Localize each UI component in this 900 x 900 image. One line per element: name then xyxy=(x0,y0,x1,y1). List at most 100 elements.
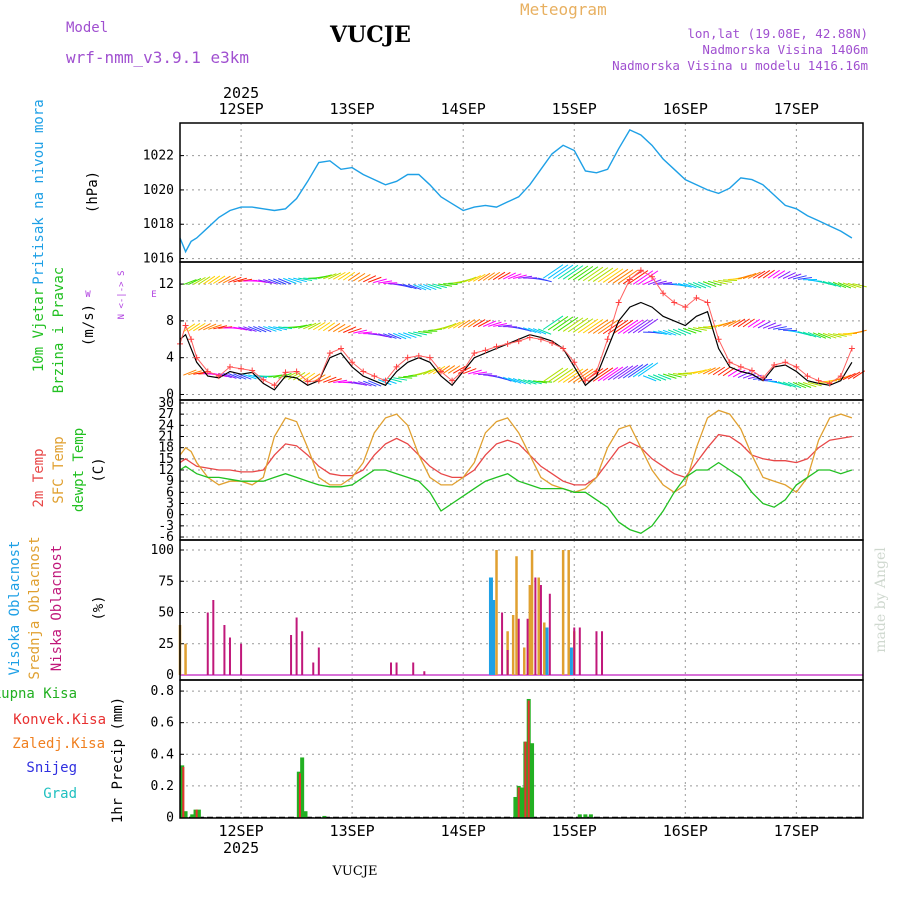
wind-gust-marker xyxy=(626,276,633,283)
low-cloud-bar xyxy=(390,662,393,675)
precip-axis-title: 1hr Precip (mm) xyxy=(110,697,126,823)
wind-gust-marker xyxy=(260,376,267,383)
wind-arrow xyxy=(722,320,737,327)
wind-gust-marker xyxy=(271,382,278,389)
wind-arrow xyxy=(487,271,501,281)
wind-arrow xyxy=(832,333,847,337)
wind-arrow xyxy=(467,275,481,283)
wind-arrow xyxy=(757,270,771,279)
wind-arrow xyxy=(393,332,407,340)
low-cloud-bar xyxy=(312,662,315,675)
wind-arrow xyxy=(328,378,342,383)
wind-arrow xyxy=(657,330,672,336)
wind-arrow xyxy=(398,376,413,379)
wind-arrow xyxy=(582,319,604,334)
wind-gust-marker xyxy=(582,377,589,384)
wind-arrow xyxy=(533,380,548,384)
wind-arrow xyxy=(193,322,206,332)
pressure-line xyxy=(179,129,853,254)
precip-legend-item: Snijeg xyxy=(26,760,77,776)
wind-gust-marker xyxy=(515,338,522,345)
mid-cloud-bar xyxy=(523,647,526,675)
wind-arrow xyxy=(278,372,292,379)
wind-arrow xyxy=(673,283,687,287)
wind-arrow xyxy=(567,368,589,383)
wind-arrow xyxy=(418,331,433,334)
wind-arrow xyxy=(467,318,481,328)
wind-arrow xyxy=(647,374,662,382)
low-cloud-bar xyxy=(240,643,243,675)
wind-gust-marker xyxy=(437,368,444,375)
wind-arrow xyxy=(463,368,477,375)
wind-arrow xyxy=(637,362,659,377)
wind-arrow xyxy=(248,326,262,333)
wind-arrow xyxy=(557,368,579,383)
wind-arrow xyxy=(223,276,237,284)
wind-gust-marker xyxy=(537,336,544,343)
wind-arrow xyxy=(747,271,761,279)
wind-arrow xyxy=(822,280,837,287)
wind-arrow xyxy=(403,332,417,339)
mid-cloud-bar xyxy=(528,585,532,675)
wind-arrow xyxy=(582,266,604,282)
conv-precip-bar xyxy=(527,700,530,818)
wind-arrow xyxy=(712,280,727,285)
wind-arrow xyxy=(592,267,614,283)
wind-arrow xyxy=(438,283,453,287)
wind-arrow xyxy=(307,373,321,382)
wind-gust-marker xyxy=(426,354,433,361)
year-top-label: 2025 xyxy=(223,84,259,102)
wind-gust-marker xyxy=(660,290,667,297)
wind-arrow xyxy=(183,369,197,376)
wind-gust-marker xyxy=(304,378,311,385)
wind-arrow xyxy=(408,331,422,337)
y-tick-label: 0.6 xyxy=(151,716,174,731)
wind-arrow xyxy=(802,382,817,388)
wind-arrow xyxy=(253,325,267,333)
wind-gust-marker xyxy=(804,373,811,380)
wind-arrow xyxy=(772,270,786,279)
total-precip-bar xyxy=(583,814,588,818)
wind-gust-marker xyxy=(637,267,644,274)
y-tick-label: -3 xyxy=(158,519,174,534)
y-tick-label: 9 xyxy=(166,474,174,489)
wind-arrow xyxy=(413,331,428,336)
wind-arrow xyxy=(772,326,787,330)
wind-arrow xyxy=(368,380,382,387)
wind-arrow xyxy=(348,327,362,334)
wind-arrow xyxy=(528,379,542,385)
low-cloud-bar xyxy=(501,612,504,675)
wind-arrow xyxy=(203,323,217,331)
wind-arrow xyxy=(602,268,624,283)
wind-arrow xyxy=(323,273,337,280)
wind-arrow xyxy=(652,330,667,335)
wind-arrow xyxy=(288,277,302,284)
wind-arrow xyxy=(717,321,732,327)
wind-gust-marker xyxy=(460,367,467,374)
wind-arrow xyxy=(233,326,248,331)
wind-arrow xyxy=(337,271,351,281)
wind-arrow xyxy=(358,381,372,387)
wind-arrow xyxy=(847,282,862,289)
mid-cloud-bar xyxy=(561,550,565,675)
wind-arrow xyxy=(767,269,780,279)
wind-arrow xyxy=(462,319,476,328)
x-top-label: 16SEP xyxy=(663,100,708,118)
wind-arrow xyxy=(762,269,775,279)
wind-arrow xyxy=(502,272,517,280)
conv-precip-bar xyxy=(517,787,520,818)
credit-label: made by Angel xyxy=(873,547,889,653)
model-label: Model xyxy=(66,20,109,36)
total-precip-bar xyxy=(190,814,195,818)
low-cloud-bar xyxy=(526,618,529,675)
wind-gust-marker xyxy=(226,363,233,370)
low-cloud-bar xyxy=(212,600,215,675)
total-precip-bar xyxy=(530,743,535,818)
wind-arrow xyxy=(378,280,393,284)
wind-arrow xyxy=(707,366,721,375)
wind-gust-marker xyxy=(726,359,733,366)
low-cloud-bar xyxy=(506,650,509,675)
wind-arrow xyxy=(422,367,437,375)
y-tick-label: 50 xyxy=(158,606,174,621)
wind-arrow xyxy=(328,272,342,280)
